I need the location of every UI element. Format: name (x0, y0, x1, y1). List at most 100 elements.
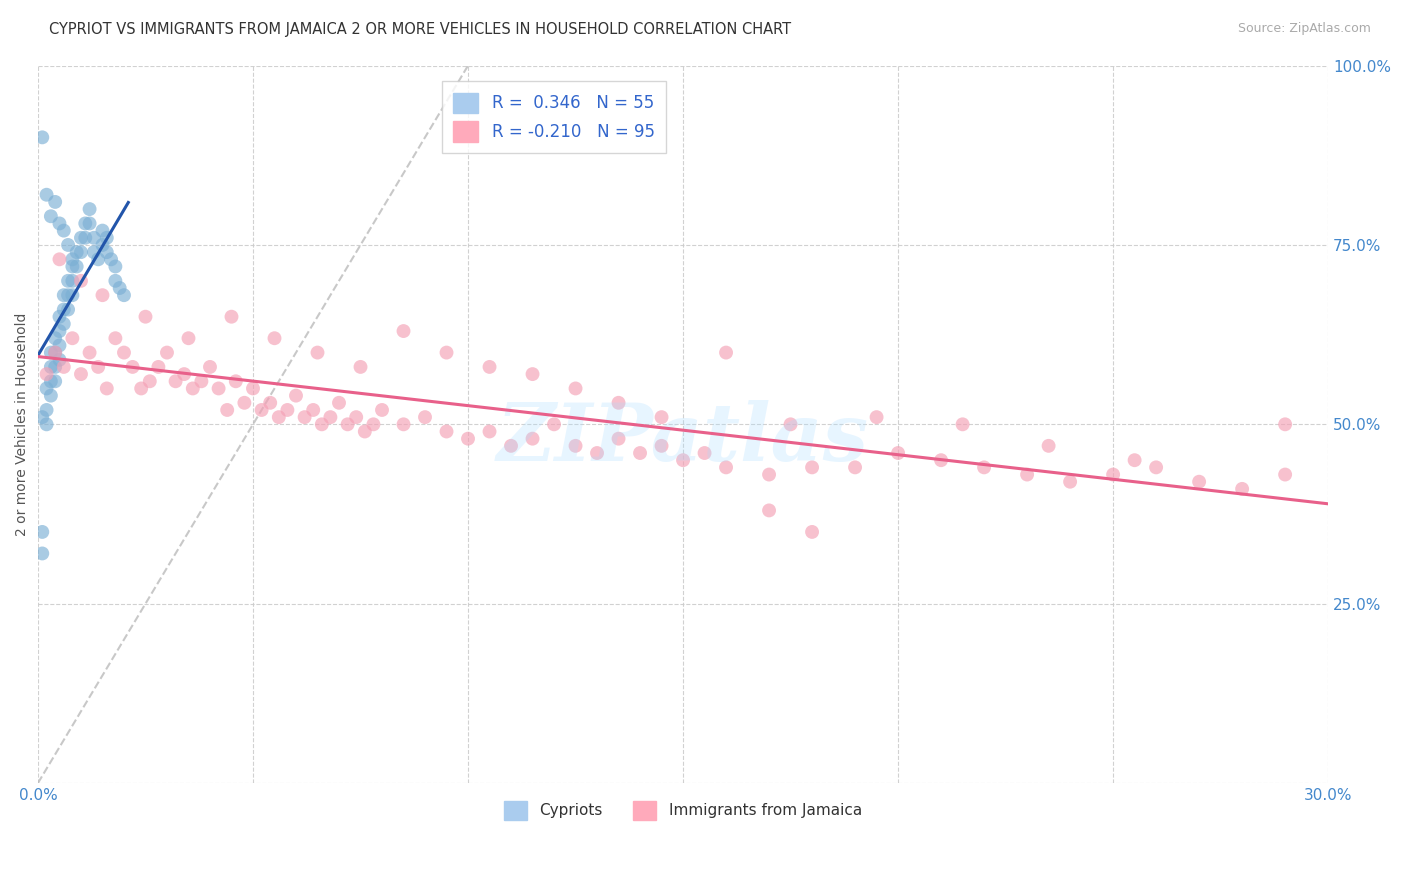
Point (79, 216, 101, 230)
Point (779, 417, 801, 432)
Point (651, 439, 673, 453)
Point (801, 524, 824, 539)
Point (177, 331, 200, 345)
Point (259, 396, 281, 410)
Point (217, 403, 239, 417)
Point (44, 194, 66, 209)
Point (60, 331, 83, 345)
Point (35, 417, 58, 432)
Point (294, 410, 316, 425)
Point (1230, 482, 1253, 496)
Point (586, 446, 609, 460)
Point (302, 403, 325, 417)
Point (44, 331, 66, 345)
Point (48, 352, 70, 367)
Point (60, 288, 83, 302)
Point (96, 381, 118, 395)
Point (31, 410, 53, 425)
Point (75, 231, 97, 245)
Point (48, 252, 70, 267)
Point (35, 403, 58, 417)
Point (52, 288, 75, 302)
Point (129, 381, 152, 395)
Point (221, 310, 243, 324)
Point (52, 359, 75, 374)
Point (79, 202, 101, 216)
Point (139, 374, 162, 388)
Point (48, 310, 70, 324)
Point (35, 187, 58, 202)
Point (267, 410, 290, 425)
Point (499, 439, 522, 453)
Point (436, 345, 458, 359)
Point (70, 231, 93, 245)
Point (156, 345, 179, 359)
Point (1188, 475, 1211, 489)
Point (250, 403, 273, 417)
Point (70, 367, 93, 381)
Point (392, 324, 415, 338)
Point (173, 367, 195, 381)
Text: ZIPatlas: ZIPatlas (496, 400, 869, 477)
Point (60, 260, 83, 274)
Point (39, 359, 62, 374)
Point (1102, 467, 1125, 482)
Point (522, 432, 544, 446)
Point (973, 460, 995, 475)
Point (52, 224, 75, 238)
Point (48, 324, 70, 338)
Point (285, 389, 308, 403)
Point (104, 274, 127, 288)
Point (263, 331, 285, 345)
Point (865, 410, 887, 425)
Legend: Cypriots, Immigrants from Jamaica: Cypriots, Immigrants from Jamaica (498, 795, 868, 826)
Point (607, 396, 630, 410)
Point (478, 359, 501, 374)
Point (233, 396, 256, 410)
Point (35, 381, 58, 395)
Point (56, 288, 79, 302)
Point (96, 231, 118, 245)
Point (564, 439, 586, 453)
Point (276, 403, 298, 417)
Point (478, 425, 501, 439)
Point (328, 396, 350, 410)
Point (44, 359, 66, 374)
Point (225, 374, 247, 388)
Point (844, 460, 866, 475)
Point (112, 288, 135, 302)
Point (44, 345, 66, 359)
Point (952, 417, 974, 432)
Point (714, 345, 737, 359)
Point (83, 245, 105, 260)
Point (87, 359, 110, 374)
Point (628, 446, 651, 460)
Point (363, 417, 385, 432)
Point (35, 367, 58, 381)
Text: CYPRIOT VS IMMIGRANTS FROM JAMAICA 2 OR MORE VEHICLES IN HOUSEHOLD CORRELATION C: CYPRIOT VS IMMIGRANTS FROM JAMAICA 2 OR … (49, 22, 792, 37)
Point (66, 245, 89, 260)
Point (607, 432, 630, 446)
Point (48, 338, 70, 352)
Point (52, 302, 75, 317)
Point (181, 381, 204, 395)
Point (457, 432, 479, 446)
Point (70, 274, 93, 288)
Point (31, 546, 53, 560)
Point (336, 417, 359, 432)
Point (104, 331, 127, 345)
Point (413, 410, 436, 425)
Point (70, 245, 93, 260)
Point (543, 417, 565, 432)
Point (564, 381, 586, 395)
Point (1144, 460, 1167, 475)
Point (651, 410, 673, 425)
Point (929, 453, 952, 467)
Point (100, 252, 122, 267)
Point (392, 417, 415, 432)
Point (56, 238, 79, 252)
Point (148, 359, 170, 374)
Point (344, 410, 367, 425)
Point (165, 374, 187, 388)
Point (60, 274, 83, 288)
